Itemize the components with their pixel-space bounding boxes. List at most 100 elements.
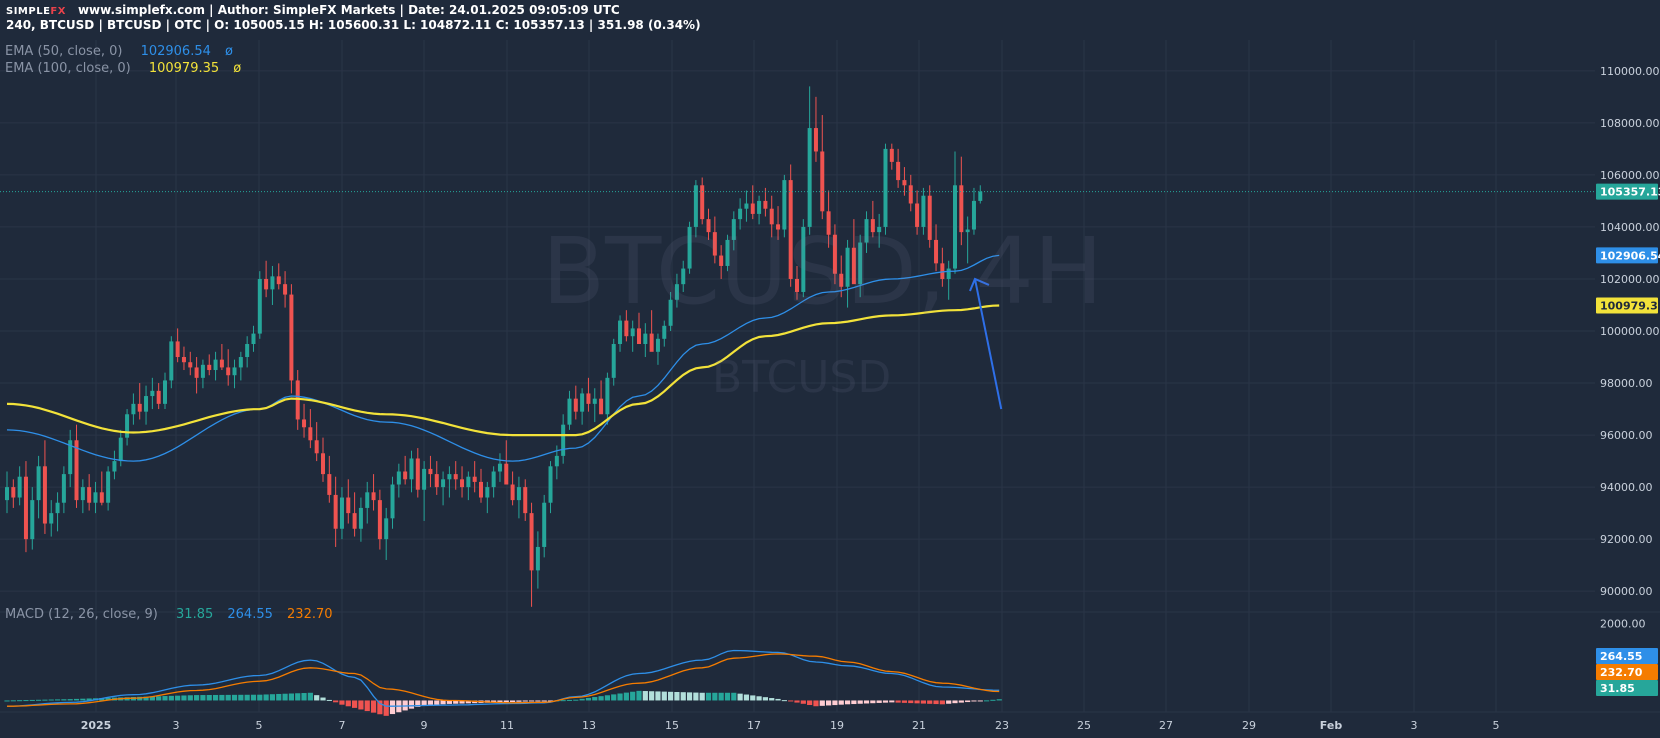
candle-body[interactable] [112,461,117,472]
candle-body[interactable] [163,380,167,404]
candle-body[interactable] [5,487,9,501]
candle-body[interactable] [289,294,294,381]
candle-body[interactable] [11,487,16,498]
candle-body[interactable] [586,393,591,404]
ema50-line[interactable] [6,254,1000,462]
candle-body[interactable] [422,468,427,490]
candle-body[interactable] [801,226,806,292]
candle-body[interactable] [864,219,869,243]
candle-body[interactable] [61,474,66,503]
candle-body[interactable] [681,268,686,285]
candle-body[interactable] [150,390,155,397]
candle-body[interactable] [883,148,888,227]
candle-body[interactable] [80,487,85,501]
candle-body[interactable] [965,229,970,233]
candle-body[interactable] [573,398,578,412]
candle-body[interactable] [295,380,300,420]
candle-body[interactable] [257,278,262,334]
candle-body[interactable] [321,453,325,475]
candle-body[interactable] [744,203,749,209]
candle-body[interactable] [605,377,610,415]
candle-body[interactable] [959,185,964,233]
ema50-legend[interactable]: EMA (50, close, 0) 102906.54 ø [5,44,233,59]
candle-body[interactable] [188,362,193,368]
candle-body[interactable] [30,500,35,540]
candle-body[interactable] [693,185,698,227]
candle-body[interactable] [851,247,856,285]
candle-body[interactable] [637,328,641,345]
candle-body[interactable] [200,364,205,378]
candle-body[interactable] [535,546,540,571]
ema100-line[interactable] [6,304,1000,437]
candle-body[interactable] [181,357,186,363]
candle-body[interactable] [731,219,736,240]
candle-body[interactable] [238,357,243,368]
candle-body[interactable] [750,203,755,214]
candle-body[interactable] [978,191,983,201]
candle-body[interactable] [611,344,616,378]
macd-legend[interactable]: MACD (12, 26, close, 9) 31.85 264.55 232… [5,607,333,622]
candle-body[interactable] [384,518,389,540]
candle-body[interactable] [554,455,559,467]
candle-body[interactable] [68,440,73,475]
candle-body[interactable] [245,344,250,358]
candle-body[interactable] [719,255,724,266]
candle-body[interactable] [927,195,932,240]
ema50-hidden-icon[interactable]: ø [225,44,233,59]
candle-body[interactable] [542,502,547,547]
candle-body[interactable] [510,484,515,501]
annotation-arrow-shaft[interactable] [973,278,1003,410]
candle-body[interactable] [125,414,130,438]
candle-body[interactable] [327,474,332,495]
candle-body[interactable] [390,484,395,519]
candle-body[interactable] [396,471,401,485]
candle-body[interactable] [491,471,496,488]
candle-body[interactable] [877,226,882,233]
candle-body[interactable] [826,211,831,235]
candle-body[interactable] [49,513,54,524]
candle-body[interactable] [971,200,976,230]
candle-body[interactable] [921,195,926,227]
candle-body[interactable] [662,325,667,339]
candle-body[interactable] [902,180,907,186]
candle-body[interactable] [409,458,414,480]
candle-body[interactable] [441,479,446,488]
candle-body[interactable] [712,232,717,256]
candle-body[interactable] [946,268,951,279]
candle-body[interactable] [561,424,566,456]
candle-body[interactable] [763,200,768,209]
ema100-legend[interactable]: EMA (100, close, 0) 100979.35 ø [5,61,241,76]
candle-body[interactable] [643,333,648,345]
candle-body[interactable] [55,502,60,514]
candle-body[interactable] [251,333,256,345]
candle-body[interactable] [207,364,212,371]
candle-body[interactable] [283,284,288,295]
candle-body[interactable] [776,224,781,230]
candle-body[interactable] [42,466,47,524]
candle-body[interactable] [314,440,319,454]
candle-body[interactable] [529,513,534,571]
candle-body[interactable] [624,320,629,337]
candle-body[interactable] [106,471,111,503]
candle-body[interactable] [934,239,939,264]
candle-body[interactable] [308,427,313,441]
candle-body[interactable] [599,398,604,415]
candle-body[interactable] [415,458,420,490]
candle-body[interactable] [725,239,730,266]
candle-body[interactable] [333,494,338,529]
candle-body[interactable] [365,492,370,508]
candle-body[interactable] [953,185,957,269]
candle-body[interactable] [144,396,149,412]
candle-body[interactable] [820,151,825,212]
candle-body[interactable] [813,128,818,152]
candle-body[interactable] [460,479,465,488]
candle-body[interactable] [371,492,376,501]
candle-body[interactable] [175,341,180,358]
candle-body[interactable] [889,148,894,162]
candle-body[interactable] [485,487,490,498]
candle-body[interactable] [169,341,174,381]
candle-body[interactable] [908,185,913,204]
ema100-hidden-icon[interactable]: ø [233,61,242,76]
candle-body[interactable] [156,390,161,404]
